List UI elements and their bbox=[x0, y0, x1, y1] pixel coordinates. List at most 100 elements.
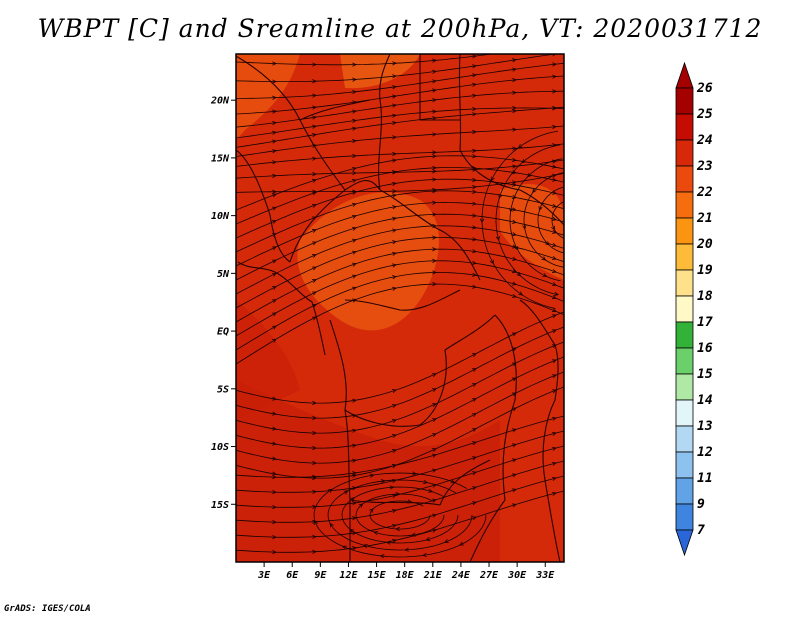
country-border-16 bbox=[519, 189, 564, 226]
latitude-axis: 20N 15N 10N 5N EQ 5S 10S 15S bbox=[210, 96, 236, 511]
streamline-north-3-arrow bbox=[552, 62, 557, 67]
streamline-north-4 bbox=[236, 75, 564, 115]
streamline-central-5-arrow bbox=[432, 200, 437, 205]
streamline-central-11-arrow bbox=[351, 286, 357, 291]
map-frame bbox=[235, 53, 565, 563]
lon-tick-label: 6E bbox=[286, 570, 299, 581]
streamline-south-10-arrow bbox=[551, 461, 557, 466]
colorbar: 26 25 24 23 22 21 20 19 18 17 16 15 14 13 12 11 9 7 bbox=[675, 61, 713, 557]
streamline-north-8-arrow bbox=[352, 138, 357, 144]
streamline-south-5-arrow bbox=[272, 456, 277, 461]
streamline-east-swirl-3-arrow bbox=[532, 188, 537, 194]
streamline-east-swirl-4-arrow bbox=[542, 273, 548, 277]
streamline-central-10-arrow bbox=[271, 312, 277, 317]
streamline-central-10-arrow bbox=[511, 269, 517, 274]
streamline-central-4-arrow bbox=[351, 202, 357, 207]
streamline-south-2-arrow bbox=[551, 329, 557, 334]
streamline-south-4-arrow bbox=[391, 434, 397, 439]
streamline-south-loop-1-arrow bbox=[395, 526, 400, 532]
streamline-central-10 bbox=[236, 260, 564, 337]
colorbar-top-arrow bbox=[675, 61, 694, 89]
streamline-south-loop-2-arrow bbox=[373, 530, 379, 535]
streamline-south-3-arrow bbox=[471, 383, 477, 388]
streamline-north-10-arrow bbox=[512, 164, 517, 169]
streamline-south-loop-3-arrow bbox=[425, 537, 431, 542]
streamline-central-3-arrow bbox=[351, 190, 357, 195]
streamline-south-5-arrow bbox=[471, 413, 477, 418]
streamline-south-loop-5-arrow bbox=[379, 554, 385, 559]
country-border-3 bbox=[289, 180, 381, 263]
streamline-south-2-arrow bbox=[431, 388, 437, 393]
streamline-north-1-arrow bbox=[352, 62, 357, 67]
streamline-north-1-arrow bbox=[312, 62, 317, 67]
streamline-south-10-arrow bbox=[471, 486, 477, 491]
streamline-central-2-arrow bbox=[271, 206, 277, 211]
streamline-south-5-arrow bbox=[551, 374, 557, 379]
colorbar-swatch bbox=[675, 113, 694, 141]
country-border-6 bbox=[344, 289, 461, 311]
streamline-south-5 bbox=[236, 371, 564, 464]
streamline-south-7-arrow bbox=[312, 474, 317, 479]
streamline-north-2-arrow bbox=[392, 74, 397, 79]
streamline-central-3-arrow bbox=[512, 182, 517, 187]
streamline-south-loop-2-arrow bbox=[358, 503, 364, 508]
streamline-north-7-arrow bbox=[512, 108, 517, 114]
streamline-east-swirl-3 bbox=[523, 172, 564, 268]
streamline-east-swirl-1-arrow bbox=[551, 225, 555, 231]
streamline-north-11-arrow bbox=[472, 185, 477, 190]
streamline-north-2-arrow bbox=[432, 69, 437, 74]
streamline-central-12-arrow bbox=[511, 293, 517, 298]
streamline-north-1-arrow bbox=[392, 61, 397, 66]
streamline-central-1-arrow bbox=[432, 154, 437, 159]
colorbar-swatch bbox=[675, 347, 694, 375]
streamline-south-3-arrow bbox=[272, 426, 277, 431]
streamline-north-2-arrow bbox=[352, 77, 357, 82]
streamline-south-4-arrow bbox=[431, 418, 437, 423]
streamline-south-6 bbox=[236, 386, 564, 479]
streamline-north-9-arrow bbox=[272, 160, 277, 165]
country-border-14 bbox=[469, 499, 506, 562]
streamline-south-loop-5-arrow bbox=[412, 471, 417, 476]
streamline-north-2 bbox=[236, 54, 558, 82]
lat-tick-label: 5N bbox=[217, 269, 230, 280]
streamline-north-6-arrow bbox=[432, 109, 437, 114]
streamline-south-loop-2-arrow bbox=[410, 532, 416, 537]
streamline-central-8-arrow bbox=[432, 235, 437, 240]
streamline-north-5-arrow bbox=[272, 120, 277, 126]
colorbar-swatch bbox=[675, 243, 694, 271]
streamline-central-8-arrow bbox=[351, 250, 357, 255]
streamline-south-11-arrow bbox=[312, 534, 317, 539]
country-border-8 bbox=[419, 54, 460, 121]
streamline-south-6-arrow bbox=[471, 428, 477, 433]
streamline-north-7-arrow bbox=[392, 120, 397, 126]
streamline-north-5-arrow bbox=[352, 109, 357, 114]
streamline-south-loop-5 bbox=[313, 472, 487, 558]
streamline-central-6-arrow bbox=[392, 216, 397, 221]
streamline-central-7-arrow bbox=[351, 238, 357, 243]
streamline-east-swirl-5-arrow bbox=[495, 236, 500, 241]
streamline-south-4-arrow bbox=[272, 441, 277, 446]
streamline-central-2-arrow bbox=[392, 170, 397, 175]
streamline-south-5-arrow bbox=[312, 460, 317, 466]
map-title: WBPT [C] and Sreamline at 200hPa, VT: 20… bbox=[37, 14, 763, 43]
streamline-central-9-arrow bbox=[432, 247, 437, 252]
streamline-central-4-arrow bbox=[392, 193, 397, 198]
streamline-east-swirl-2 bbox=[537, 186, 564, 254]
streamline-south-loop-3-arrow bbox=[389, 485, 395, 490]
lon-tick-label: 30E bbox=[507, 570, 527, 581]
streamline-north-5-arrow bbox=[312, 115, 317, 120]
streamline-south-12-arrow bbox=[471, 516, 477, 521]
streamline-north-9-arrow bbox=[392, 151, 397, 157]
streamline-central-6-arrow bbox=[432, 212, 437, 217]
streamline-north-5-arrow bbox=[552, 89, 557, 94]
streamline-north-7-arrow bbox=[312, 132, 317, 138]
streamline-central-12-arrow bbox=[472, 284, 477, 289]
streamline-central-11-arrow bbox=[271, 325, 277, 330]
streamline-south-4-arrow bbox=[352, 443, 357, 448]
streamline-north-8-arrow bbox=[512, 127, 517, 132]
streamline-north-3-arrow bbox=[472, 73, 477, 78]
streamline-north-9 bbox=[236, 143, 564, 167]
streamline-central-9-arrow bbox=[392, 251, 397, 256]
streamline-central-2-arrow bbox=[552, 177, 557, 182]
streamline-central-1-arrow bbox=[311, 178, 317, 183]
